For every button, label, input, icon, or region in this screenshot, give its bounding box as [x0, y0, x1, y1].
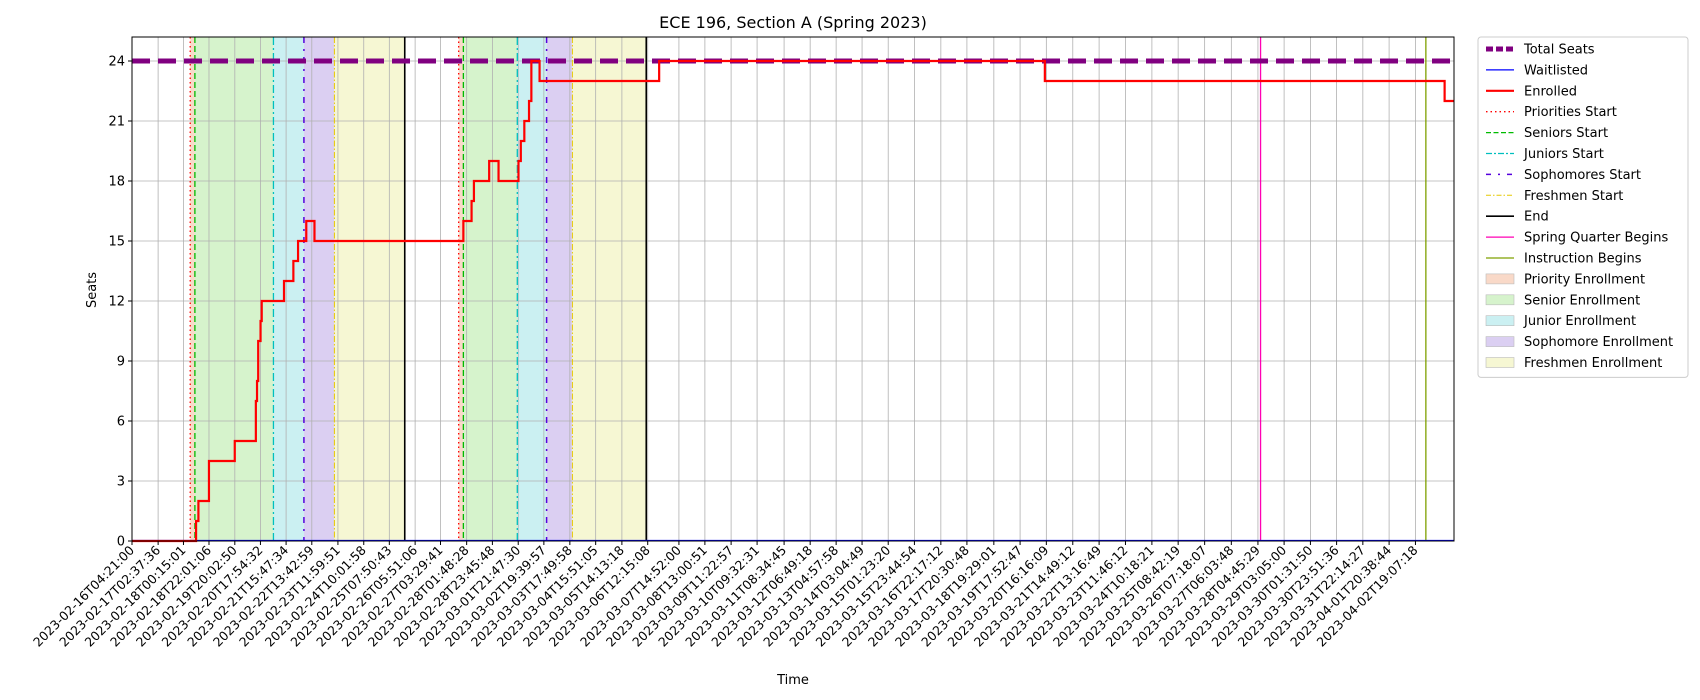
- legend-swatch-senior-enrollment: [1485, 294, 1515, 306]
- legend-swatch-junior-enrollment: [1485, 315, 1515, 327]
- senior-enrollment-span: [463, 37, 518, 541]
- legend-label-priority-enrollment: Priority Enrollment: [1524, 272, 1645, 287]
- legend-swatch-freshmen-enrollment: [1485, 357, 1515, 368]
- y-tick-label: 12: [108, 295, 125, 310]
- y-tick-label: 21: [108, 115, 125, 130]
- legend-label-freshmen-enrollment: Freshmen Enrollment: [1524, 356, 1662, 371]
- y-tick-label: 3: [117, 475, 125, 490]
- legend-box: [1477, 36, 1689, 378]
- sophomore-enrollment-span: [303, 37, 335, 541]
- y-axis-label: Seats: [85, 272, 100, 308]
- legend-label-seniors-start: Seniors Start: [1524, 126, 1608, 141]
- chart-title: ECE 196, Section A (Spring 2023): [659, 13, 927, 32]
- y-tick-label: 18: [108, 175, 125, 190]
- legend-label-juniors-start: Juniors Start: [1523, 147, 1604, 162]
- y-tick-label: 6: [117, 415, 125, 430]
- enrollment-period-spans: [190, 37, 647, 541]
- freshmen-enrollment-span: [572, 37, 647, 541]
- enrolled-line: [132, 59, 1454, 543]
- freshmen-enrollment-span: [334, 37, 405, 541]
- legend-label-spring-quarter-begins: Spring Quarter Begins: [1524, 231, 1668, 246]
- y-axis-ticks: 0 3 6 9 12 15 18 21 24: [108, 55, 132, 550]
- sophomore-enrollment-span: [546, 37, 573, 541]
- y-tick-label: 15: [108, 235, 125, 250]
- senior-enrollment-span: [194, 37, 274, 541]
- y-tick-label: 24: [108, 55, 125, 70]
- legend-label-instruction-begins: Instruction Begins: [1524, 252, 1642, 267]
- junior-enrollment-span: [273, 37, 304, 541]
- x-axis-ticks: 2023-02-16T04:21:002023-02-17T02:37:3620…: [30, 541, 1421, 650]
- legend-label-sophomores-start: Sophomores Start: [1524, 168, 1641, 183]
- legend-label-total-seats: Total Seats: [1523, 43, 1595, 58]
- legend-label-senior-enrollment: Senior Enrollment: [1524, 293, 1640, 308]
- plot-area-frame: [131, 36, 1455, 542]
- junior-enrollment-span: [517, 37, 547, 541]
- legend-label-freshmen-start: Freshmen Start: [1524, 189, 1623, 204]
- legend-label-enrolled: Enrolled: [1524, 84, 1577, 99]
- y-tick-label: 9: [117, 355, 125, 370]
- legend: Total Seats Waitlisted Enrolled Priorities …: [1477, 36, 1689, 378]
- legend-swatch-sophomore-enrollment: [1485, 336, 1515, 347]
- x-axis-label: Time: [776, 673, 809, 688]
- priority-enrollment-span: [190, 37, 195, 541]
- priority-enrollment-span: [458, 37, 464, 541]
- legend-label-end: End: [1524, 210, 1549, 225]
- milestone-lines: [189, 37, 1427, 541]
- legend-swatch-priority-enrollment: [1485, 273, 1515, 285]
- legend-label-priorities-start: Priorities Start: [1524, 105, 1617, 120]
- legend-label-junior-enrollment: Junior Enrollment: [1523, 314, 1636, 329]
- legend-label-waitlisted: Waitlisted: [1524, 63, 1588, 78]
- y-tick-label: 0: [117, 535, 125, 550]
- legend-label-sophomore-enrollment: Sophomore Enrollment: [1524, 335, 1673, 350]
